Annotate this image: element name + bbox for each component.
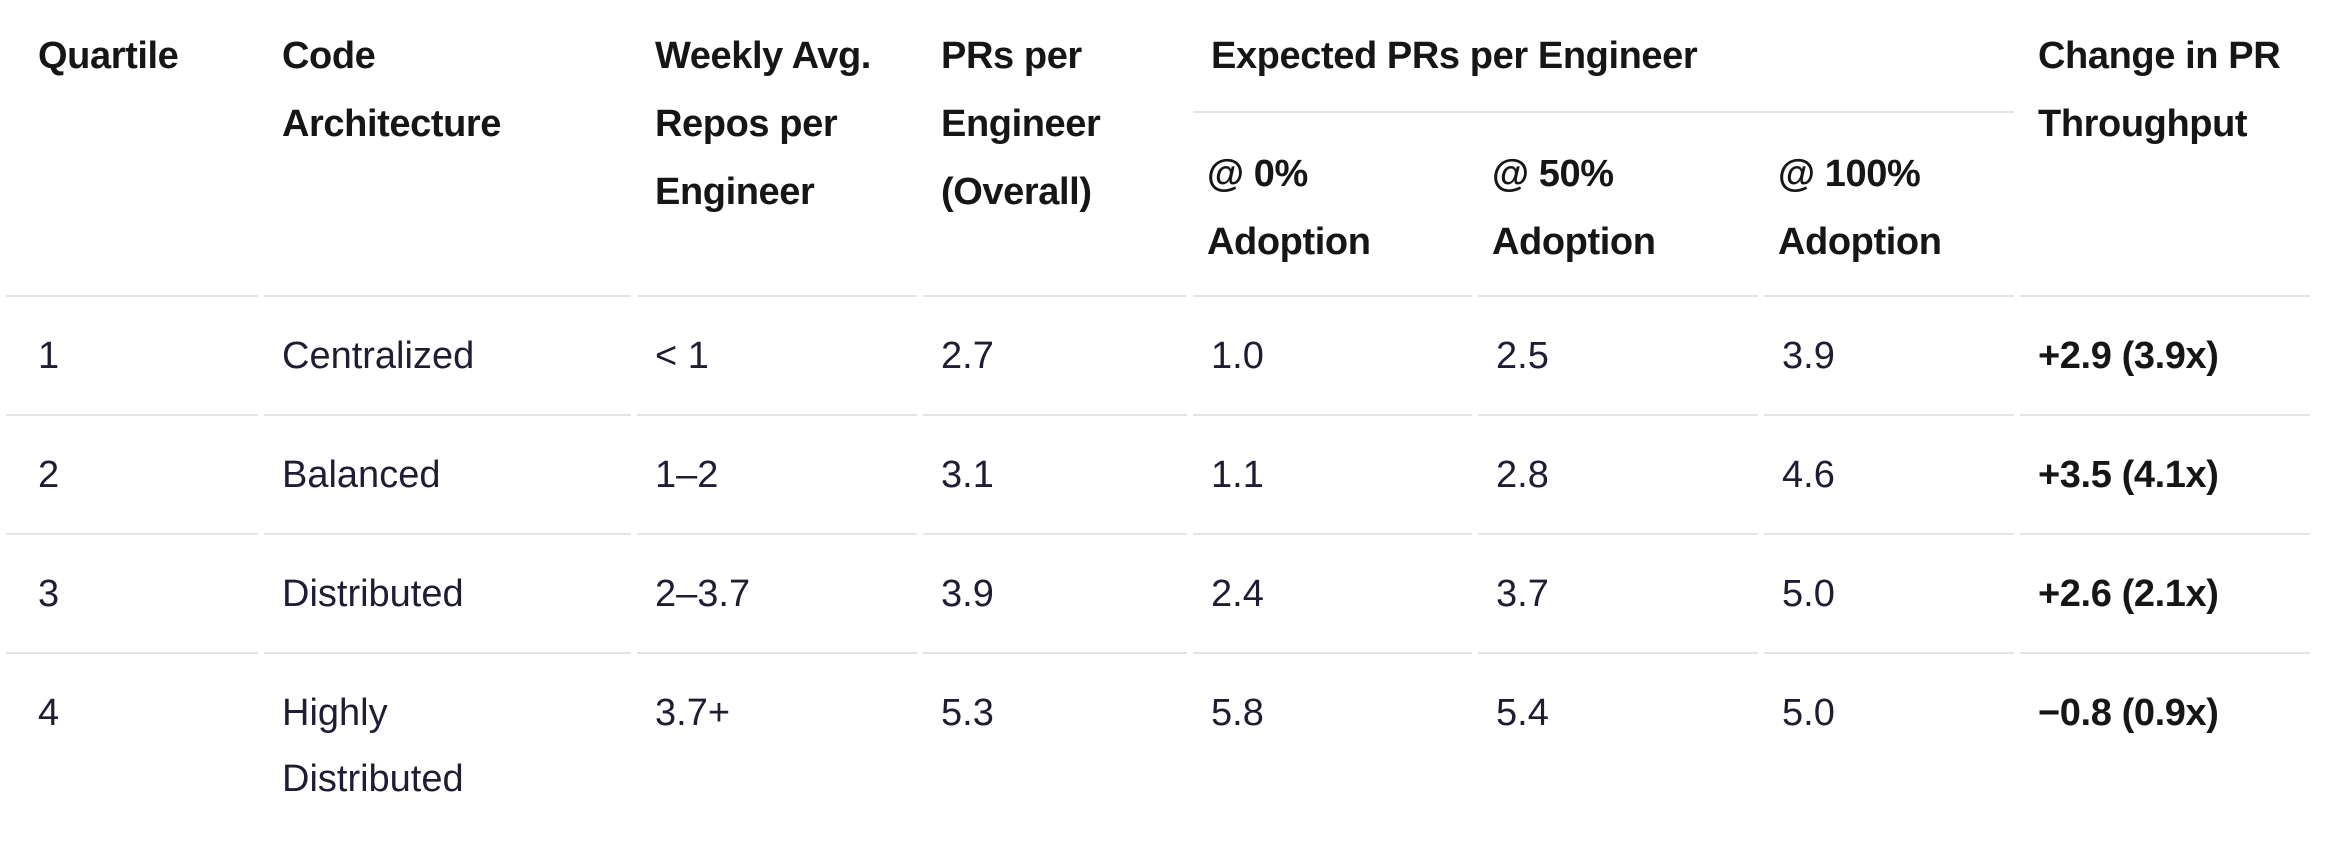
cell-adoption-0: 5.8 [1211, 692, 1264, 734]
cell-change-throughput: +2.6 (2.1x) [2020, 535, 2311, 654]
cell-change-throughput: −0.8 (0.9x) [2038, 692, 2219, 734]
cell-adoption-0: 1.0 [1193, 297, 1472, 416]
cell-quartile: 4 [38, 692, 60, 734]
cell-code-architecture: Centralized [264, 297, 631, 416]
table-row-quartile-2: 2 Balanced 1–2 3.1 1.1 2.8 4.6 +3.5 (4.1… [6, 416, 2311, 535]
cell-adoption-0: 1.1 [1193, 416, 1472, 535]
table-row-quartile-3: 3 Distributed 2–3.7 3.9 2.4 3.7 5.0 +2.6… [6, 535, 2311, 654]
cell-adoption-50: 2.5 [1478, 297, 1758, 416]
cell-adoption-0: 2.4 [1193, 535, 1472, 654]
header-cell-change-throughput: Change in PR Throughput [2020, 0, 2311, 297]
header-cell-weekly-avg-repos: Weekly Avg. Repos per Engineer [637, 0, 917, 297]
header-cell-adoption-100: @ 100% Adoption [1764, 113, 2015, 297]
cell-quartile: 3 [6, 535, 258, 654]
cell-prs-overall: 3.1 [923, 416, 1187, 535]
cell-prs-overall: 5.3 [941, 692, 994, 734]
cell-prs-overall: 2.7 [923, 297, 1187, 416]
cell-change-throughput: +2.9 (3.9x) [2020, 297, 2311, 416]
cell-prs-overall: 3.9 [923, 535, 1187, 654]
cell-adoption-50: 2.8 [1478, 416, 1758, 535]
header-group-expected-prs: Expected PRs per Engineer [1193, 0, 2015, 113]
header-cell-code-architecture: Code Architecture [264, 0, 631, 297]
header-cell-adoption-50: @ 50% Adoption [1478, 113, 1758, 297]
header-cell-quartile: Quartile [6, 0, 258, 297]
cell-adoption-100: 4.6 [1764, 416, 2015, 535]
table-header: Quartile Code Architecture Weekly Avg. R… [6, 0, 2311, 297]
cell-weekly-avg-repos: 3.7+ [655, 692, 731, 734]
cell-weekly-avg-repos: < 1 [637, 297, 917, 416]
cell-quartile: 2 [6, 416, 258, 535]
header-cell-prs-overall: PRs per Engineer (Overall) [923, 0, 1187, 297]
header-row-top: Quartile Code Architecture Weekly Avg. R… [6, 0, 2311, 297]
table-body: 1 Centralized < 1 2.7 1.0 2.5 3.9 +2.9 (… [6, 297, 2311, 837]
cell-code-architecture: Balanced [264, 416, 631, 535]
table-row-quartile-1: 1 Centralized < 1 2.7 1.0 2.5 3.9 +2.9 (… [6, 297, 2311, 416]
cell-adoption-100: 5.0 [1764, 535, 2015, 654]
header-row-sub: @ 0% Adoption @ 50% Adoption @ 100% Adop… [6, 113, 2310, 297]
cell-adoption-100: 5.0 [1782, 692, 1835, 734]
cell-change-throughput: +3.5 (4.1x) [2020, 416, 2311, 535]
header-cell-adoption-0: @ 0% Adoption [1193, 113, 1472, 297]
cell-quartile: 1 [6, 297, 258, 416]
cell-adoption-100: 3.9 [1764, 297, 2015, 416]
cell-adoption-50: 5.4 [1496, 692, 1549, 734]
table-row-quartile-4: 4 Highly Distributed 3.7+ 5.3 5.8 5.4 5.… [6, 654, 2310, 837]
cell-weekly-avg-repos: 1–2 [637, 416, 917, 535]
cell-code-architecture: Distributed [264, 535, 631, 654]
cell-adoption-50: 3.7 [1478, 535, 1758, 654]
cell-weekly-avg-repos: 2–3.7 [637, 535, 917, 654]
cell-code-architecture: Highly Distributed [282, 692, 464, 800]
